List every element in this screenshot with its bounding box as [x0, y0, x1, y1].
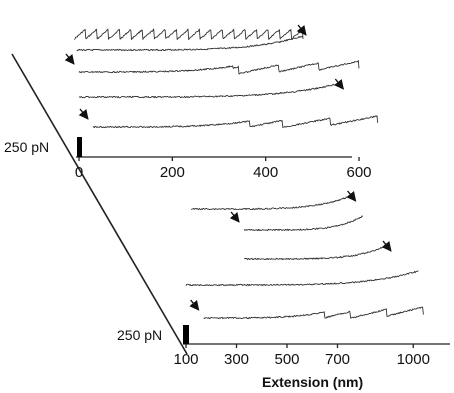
unfolding-arrow: [334, 78, 344, 90]
bottom-scale-bar-label: 250 pN: [117, 327, 162, 343]
top-trace-1: [74, 28, 304, 41]
top-scale-bar: [77, 137, 82, 157]
top-trace-5: [92, 115, 379, 129]
top-x-ticks: 0 200 400 600: [75, 157, 372, 181]
unfolding-arrow: [229, 211, 240, 223]
bottom-scale-bar: [183, 325, 189, 344]
bottom-panel-traces: [185, 190, 424, 320]
top-trace-2: [76, 35, 304, 52]
x-tick-label: 300: [224, 351, 249, 368]
x-tick-label: 400: [253, 164, 278, 181]
x-tick-label: 500: [274, 351, 299, 368]
x-tick-label: 0: [75, 164, 83, 181]
x-tick-label: 600: [347, 164, 372, 181]
unfolding-arrow: [78, 108, 89, 120]
top-trace-3: [78, 60, 360, 75]
x-tick-label: 200: [160, 164, 185, 181]
x-tick-label: 1000: [397, 351, 430, 368]
bottom-trace-5: [203, 306, 424, 320]
bottom-trace-4: [185, 270, 419, 287]
top-panel-traces: [64, 24, 379, 129]
top-scale-bar-label: 250 pN: [4, 139, 49, 155]
bottom-trace-1: [190, 194, 353, 211]
unfolding-arrow: [296, 24, 307, 36]
bottom-trace-3: [244, 244, 389, 261]
stack-offset-line: [11, 53, 188, 355]
x-tick-label: 100: [173, 351, 198, 368]
bottom-x-ticks: 100 300 500 700 1000: [173, 344, 430, 368]
unfolding-arrow: [346, 190, 357, 202]
x-axis-title: Extension (nm): [262, 374, 363, 390]
bottom-trace-2: [243, 215, 364, 232]
unfolding-arrow: [381, 240, 392, 252]
x-tick-label: 700: [325, 351, 350, 368]
unfolding-arrow: [189, 299, 200, 311]
unfolding-arrow: [64, 53, 75, 65]
top-trace-4: [78, 82, 341, 99]
